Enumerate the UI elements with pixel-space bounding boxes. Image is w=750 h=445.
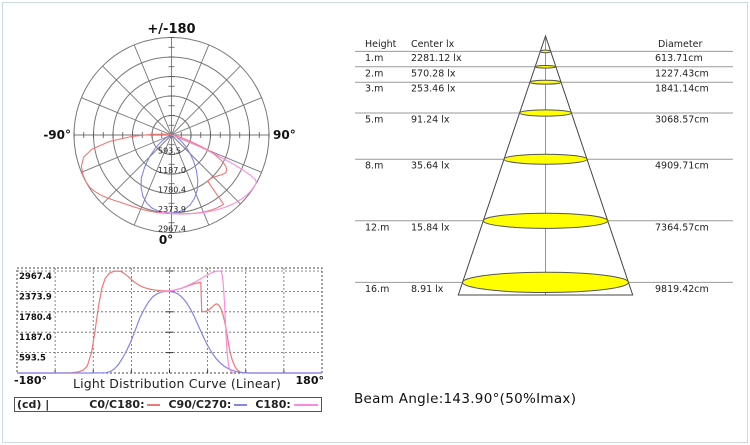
linear-y-label: 593.5	[19, 354, 46, 364]
beam-spot-ellipse	[462, 271, 629, 293]
legend-swatch-c0-c180	[147, 403, 161, 406]
cone-table-row: 8.m 35.64 lx 4909.71cm	[365, 161, 709, 172]
cone-table-row: 1.m 2281.12 lx 613.71cm	[365, 53, 703, 64]
row-center-lx: 253.46 lx	[411, 84, 456, 95]
row-center-lx: 570.28 lx	[411, 68, 456, 79]
linear-chart-title: Light Distribution Curve (Linear)	[72, 376, 282, 391]
legend-item-c0-c180: C0/C180:	[89, 398, 161, 411]
linear-y-label: 2373.9	[19, 292, 52, 302]
polar-top-axis-label: +/-180	[147, 22, 195, 37]
cone-table-row: 12.m 15.84 lx 7364.57cm	[365, 222, 709, 233]
linear-curves	[17, 270, 322, 374]
row-height: 16.m	[365, 284, 389, 295]
illuminance-cone-diagram: Height Center lx Diameter 1.m 2281.12 lx…	[355, 34, 733, 296]
beam-spot-ellipse	[503, 153, 588, 165]
polar-light-distribution-chart: +/-180 -90° 90° 0° 593.5 1187.0 1780.4 2…	[43, 22, 296, 247]
legend-swatch-c180	[293, 403, 318, 406]
linear-x-min-label: -180°	[14, 374, 47, 387]
row-center-lx: 35.64 lx	[411, 161, 450, 172]
row-height: 5.m	[365, 115, 383, 126]
linear-y-label: 1187.0	[19, 333, 52, 343]
cone-table-row: 5.m 91.24 lx 3068.57cm	[365, 115, 709, 126]
linear-light-distribution-chart: 2967.4 2373.9 1780.4 1187.0 593.5 -180° …	[14, 267, 324, 387]
cone-header-center-lx: Center lx	[411, 39, 455, 50]
legend-swatch-c90-c270	[234, 403, 248, 406]
linear-y-label: 2967.4	[19, 272, 52, 282]
linear-grid	[16, 267, 323, 374]
legend-label-c90-c270: C90/C270:	[168, 398, 232, 411]
beam-spot-ellipse	[539, 49, 552, 54]
linear-x-max-label: 180°	[296, 374, 324, 387]
polar-ring-label: 2967.4	[158, 225, 186, 234]
beam-spot-ellipse	[519, 109, 572, 117]
beam-spot-ellipse	[534, 65, 557, 69]
cone-geometry	[355, 34, 733, 296]
row-height: 12.m	[365, 222, 389, 233]
legend-label-c180: C180:	[255, 398, 291, 411]
beam-spot-ellipse	[482, 212, 609, 229]
linear-curve-C90/C270	[17, 290, 322, 374]
legend-items: C0/C180: C90/C270: C180:	[89, 398, 325, 411]
polar-ring-label: 2373.9	[158, 205, 186, 214]
row-center-lx: 15.84 lx	[411, 222, 450, 233]
row-center-lx: 91.24 lx	[411, 115, 450, 126]
row-diameter: 7364.57cm	[655, 222, 709, 233]
row-center-lx: 8.91 lx	[411, 284, 444, 295]
cone-outline	[457, 34, 634, 296]
cone-table-row: 3.m 253.46 lx 1841.14cm	[365, 84, 709, 95]
row-diameter: 1841.14cm	[655, 84, 709, 95]
polar-right-axis-label: 90°	[273, 128, 296, 142]
polar-bottom-axis-label: 0°	[159, 233, 173, 247]
row-height: 2.m	[365, 68, 383, 79]
polar-curve-C180	[157, 134, 257, 215]
polar-ring-label: 1187.0	[158, 166, 186, 175]
polar-grid	[73, 37, 270, 233]
legend: (cd) | C0/C180: C90/C270: C180:	[14, 397, 322, 412]
polar-ring-label: 1780.4	[158, 186, 186, 195]
row-center-lx: 2281.12 lx	[411, 53, 462, 64]
polar-ring-label: 593.5	[158, 147, 181, 156]
row-diameter: 3068.57cm	[655, 115, 709, 126]
legend-label-c0-c180: C0/C180:	[89, 398, 145, 411]
row-diameter: 1227.43cm	[655, 68, 709, 79]
polar-curve-C0/C180	[80, 133, 228, 215]
row-diameter: 4909.71cm	[655, 161, 709, 172]
row-diameter: 613.71cm	[655, 53, 703, 64]
beam-angle-text: Beam Angle:143.90°(50%Imax)	[354, 391, 577, 407]
row-height: 1.m	[365, 53, 383, 64]
row-height: 3.m	[365, 84, 383, 95]
legend-item-c180: C180:	[255, 398, 318, 411]
cone-table-row: 16.m 8.91 lx 9819.42cm	[365, 284, 709, 295]
legend-unit-label: (cd) |	[17, 398, 50, 411]
beam-spot-ellipse	[529, 79, 562, 85]
legend-item-c90-c270: C90/C270:	[168, 398, 248, 411]
polar-left-axis-label: -90°	[43, 128, 71, 142]
row-height: 8.m	[365, 161, 383, 172]
linear-curve-C180	[160, 270, 235, 374]
cone-header-diameter: Diameter	[658, 39, 702, 50]
cone-table-row: 2.m 570.28 lx 1227.43cm	[365, 68, 709, 79]
polar-curves	[80, 133, 257, 215]
cone-header-height: Height	[365, 39, 397, 50]
linear-y-label: 1780.4	[19, 313, 52, 323]
row-diameter: 9819.42cm	[655, 284, 709, 295]
